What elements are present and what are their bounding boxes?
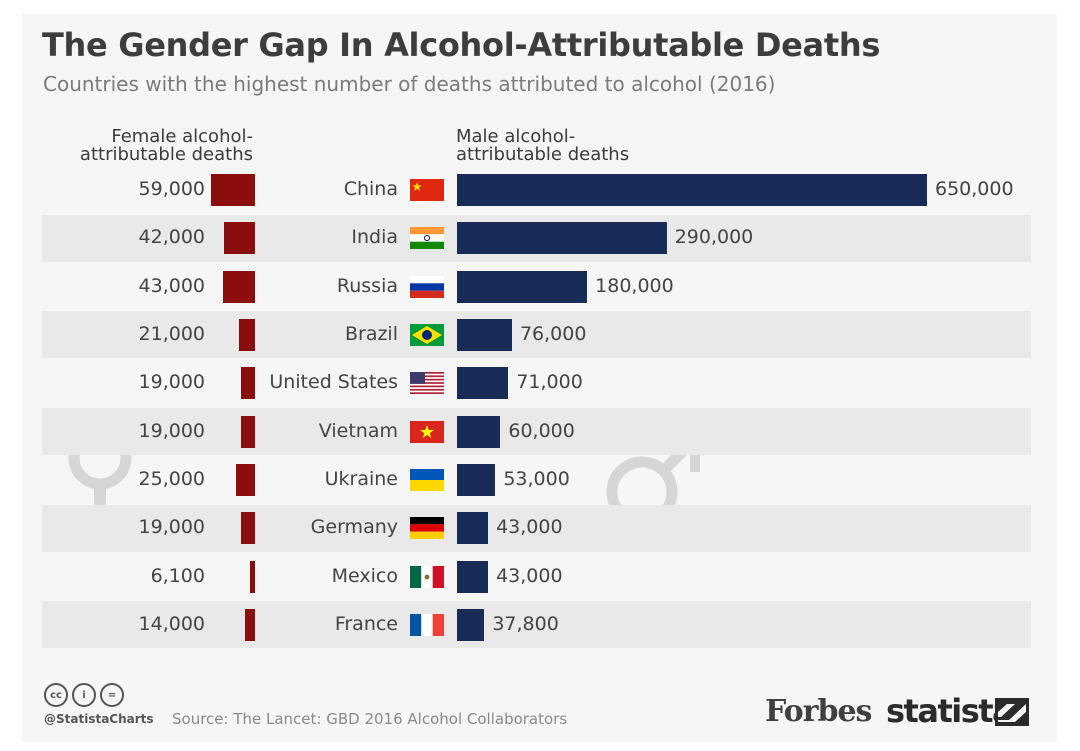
female-bar <box>240 415 255 448</box>
male-value-label: 43,000 <box>496 516 563 539</box>
vietnam-flag-icon <box>410 420 444 443</box>
male-bar <box>457 222 667 255</box>
female-bar <box>211 174 255 207</box>
country-label: Russia <box>336 274 398 297</box>
attribution-icon: i <box>72 683 96 707</box>
row-stripe <box>42 601 1031 649</box>
female-value-label: 25,000 <box>138 467 205 490</box>
statista-logo-icon <box>995 698 1029 726</box>
usa-flag-icon <box>410 372 444 395</box>
ukraine-flag-icon <box>410 468 444 491</box>
germany-flag-icon <box>410 517 444 540</box>
country-label: India <box>351 226 398 249</box>
country-label: United States <box>269 371 398 394</box>
female-value-label: 43,000 <box>138 274 205 297</box>
male-value-label: 37,800 <box>492 612 559 635</box>
row-stripe <box>42 311 1031 359</box>
male-bar <box>457 415 501 448</box>
row-stripe <box>42 408 1031 455</box>
statista-handle[interactable]: @StatistaCharts <box>44 712 154 726</box>
male-bar <box>457 463 496 496</box>
male-column-header: Male alcohol- attributable deaths <box>456 126 630 165</box>
male-bar <box>457 512 489 545</box>
male-bar <box>457 560 489 593</box>
female-bar <box>236 463 255 496</box>
country-label: Ukraine <box>324 467 398 490</box>
forbes-logo: Forbes <box>765 694 872 729</box>
male-bar <box>457 608 485 641</box>
female-bar <box>244 608 255 641</box>
country-label: Brazil <box>344 323 398 346</box>
brazil-flag-icon <box>410 324 444 347</box>
female-bar <box>223 222 255 255</box>
male-bar <box>457 174 927 207</box>
male-bar <box>457 270 588 303</box>
male-value-label: 43,000 <box>496 564 563 587</box>
female-column-header: Female alcohol- attributable deaths <box>79 126 253 165</box>
creative-commons-icon: cc <box>44 683 68 707</box>
female-bar <box>240 367 255 400</box>
india-flag-icon <box>410 227 444 250</box>
country-label: Vietnam <box>318 419 398 442</box>
female-value-label: 19,000 <box>138 516 205 539</box>
license-icons: cc i = <box>44 683 124 707</box>
country-label: Germany <box>310 516 398 539</box>
france-flag-icon <box>410 613 444 636</box>
female-value-label: 6,100 <box>150 564 205 587</box>
mexico-flag-icon <box>410 565 444 588</box>
female-value-label: 14,000 <box>138 612 205 635</box>
female-bar <box>239 319 255 352</box>
statista-logo: statista <box>886 692 1014 730</box>
female-bar <box>240 512 255 545</box>
male-value-label: 71,000 <box>516 371 583 394</box>
female-value-label: 19,000 <box>138 371 205 394</box>
source-note: Source: The Lancet: GBD 2016 Alcohol Col… <box>172 710 568 728</box>
male-value-label: 290,000 <box>674 226 754 249</box>
country-label: France <box>334 612 398 635</box>
male-value-label: 76,000 <box>519 323 587 346</box>
male-bar <box>457 319 512 352</box>
female-value-label: 59,000 <box>138 178 205 201</box>
female-value-label: 42,000 <box>138 226 205 249</box>
country-label: Mexico <box>331 564 398 587</box>
male-bar <box>457 367 509 400</box>
chart-subtitle: Countries with the highest number of dea… <box>43 72 776 96</box>
male-value-label: 60,000 <box>508 419 575 442</box>
chart-title: The Gender Gap In Alcohol-Attributable D… <box>42 26 881 64</box>
row-stripe <box>42 504 1031 552</box>
male-value-label: 180,000 <box>595 274 674 297</box>
female-bar <box>250 560 255 593</box>
russia-flag-icon <box>410 275 444 298</box>
no-derivatives-icon: = <box>100 683 124 707</box>
male-value-label: 53,000 <box>503 467 570 490</box>
china-flag-icon <box>410 179 444 202</box>
female-value-label: 19,000 <box>138 419 205 442</box>
female-value-label: 21,000 <box>138 323 205 346</box>
male-value-label: 650,000 <box>935 178 1014 201</box>
female-bar <box>222 270 255 303</box>
country-label: China <box>343 178 398 201</box>
